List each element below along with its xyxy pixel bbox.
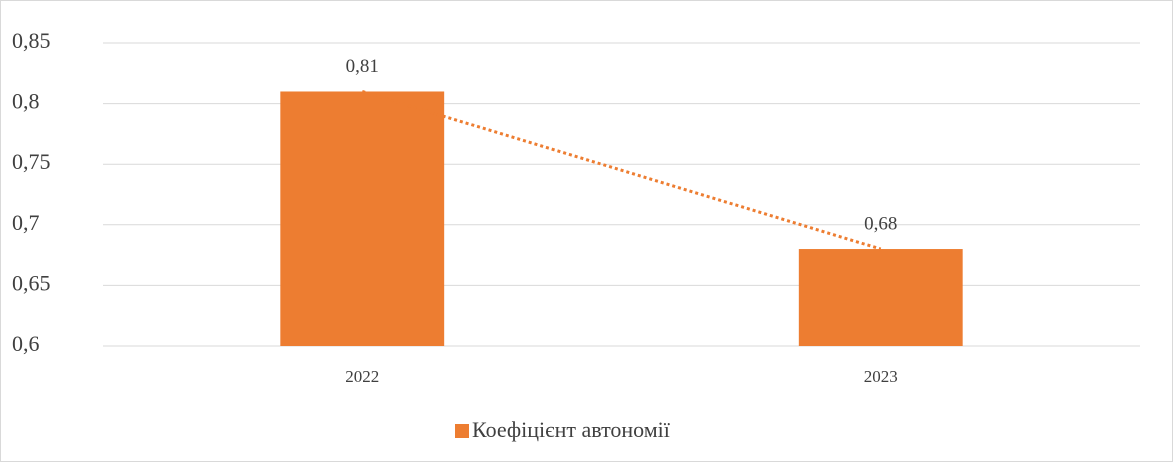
legend-swatch — [455, 424, 469, 438]
legend-label: Коефіцієнт автономії — [472, 417, 671, 442]
x-tick-label: 2022 — [345, 367, 379, 386]
bar — [280, 91, 445, 346]
value-label: 0,81 — [346, 56, 379, 77]
trendline — [361, 90, 882, 251]
y-tick-label: 0,85 — [12, 28, 51, 53]
value-label: 0,68 — [864, 213, 897, 234]
x-tick-label: 2023 — [864, 367, 898, 386]
y-tick-label: 0,65 — [12, 270, 51, 295]
y-tick-label: 0,8 — [12, 89, 40, 114]
y-tick-label: 0,75 — [12, 149, 51, 174]
y-tick-label: 0,6 — [12, 331, 40, 356]
y-tick-label: 0,7 — [12, 210, 40, 235]
bar — [798, 249, 963, 346]
